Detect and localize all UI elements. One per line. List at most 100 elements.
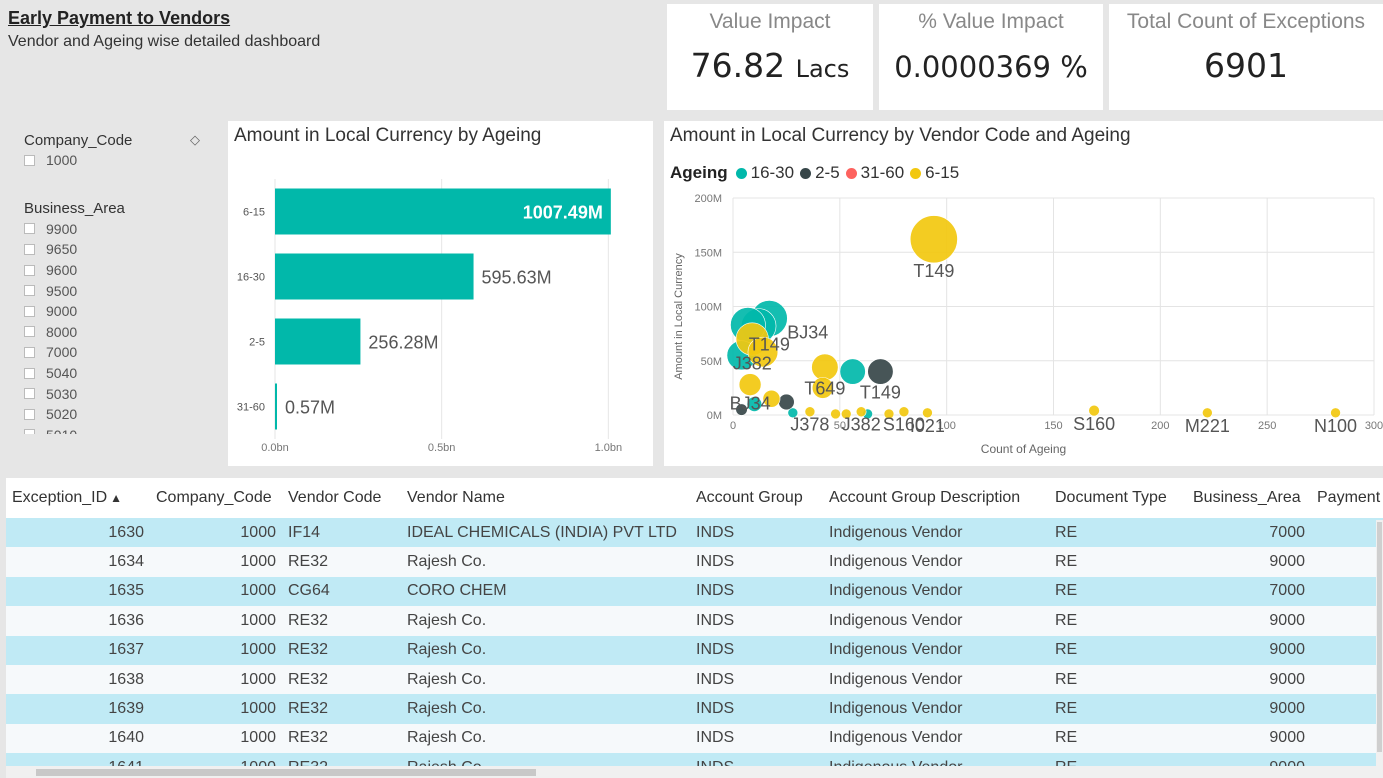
scatter-point[interactable]: [830, 408, 841, 420]
slicer-option[interactable]: 9900: [24, 219, 204, 240]
y-category-label: 16-30: [237, 272, 265, 284]
table-cell: RE: [1055, 553, 1078, 571]
column-header[interactable]: Company_Code: [150, 489, 282, 507]
slicer-option[interactable]: 8000: [24, 322, 204, 343]
column-header[interactable]: Document Type: [1049, 489, 1187, 507]
scatter-point[interactable]: [811, 377, 834, 399]
slicer-option[interactable]: 9500: [24, 280, 204, 301]
table-row[interactable]: 1640 1000 RE32 Rajesh Co. INDS Indigenous Ven…: [6, 723, 1383, 754]
scatter-point[interactable]: [1088, 404, 1100, 417]
eraser-icon[interactable]: ◇: [190, 132, 200, 147]
checkbox[interactable]: [24, 223, 35, 235]
bar[interactable]: [275, 383, 277, 430]
table-horizontal-scrollbar[interactable]: [6, 766, 1383, 778]
slicer-option[interactable]: 5040: [24, 363, 204, 384]
column-header[interactable]: Vendor Name: [401, 489, 690, 507]
table-vertical-scrollbar[interactable]: [1376, 520, 1383, 766]
kpi-card-value-impact[interactable]: Value Impact 76.82 Lacs: [667, 4, 873, 110]
scatter-point[interactable]: [898, 406, 910, 418]
table-cell: RE: [1055, 700, 1078, 718]
slicer-option-label: 5020: [46, 406, 78, 423]
table-cell: Rajesh Co.: [407, 670, 487, 688]
scatter-point[interactable]: [840, 408, 852, 420]
slicer-option[interactable]: 5020: [24, 404, 204, 425]
scatter-point[interactable]: [778, 393, 795, 411]
kpi-card-total-exceptions[interactable]: Total Count of Exceptions 6901: [1109, 4, 1383, 110]
x-tick-label: 0.5bn: [428, 442, 456, 454]
legend-item[interactable]: 2-5: [800, 163, 840, 183]
bar-chart[interactable]: 0.0bn 0.5bn 1.0bn 6-15 1007.49M 16-30 595.63M 2…: [228, 121, 653, 466]
legend-item[interactable]: 16-30: [735, 163, 794, 183]
checkbox[interactable]: [24, 429, 35, 434]
bar[interactable]: [275, 318, 361, 365]
checkbox[interactable]: [24, 243, 35, 255]
table-row[interactable]: 1638 1000 RE32 Rajesh Co. INDS Indigenous Ven…: [6, 664, 1383, 695]
scatter-point[interactable]: [787, 407, 799, 419]
table-cell: CG64: [288, 582, 330, 600]
scrollbar-thumb[interactable]: [1377, 522, 1382, 752]
checkbox[interactable]: [24, 305, 35, 317]
table-row[interactable]: 1636 1000 RE32 Rajesh Co. INDS Indigenous Ven…: [6, 606, 1383, 636]
bar[interactable]: [275, 188, 611, 235]
point-label: M221: [1185, 416, 1230, 436]
checkbox[interactable]: [24, 346, 35, 358]
checkbox[interactable]: [24, 408, 35, 420]
scatter-point[interactable]: [746, 396, 763, 412]
table-row[interactable]: 1639 1000 RE32 Rajesh Co. INDS Indigenous Ven…: [6, 694, 1383, 724]
table-cell: Indigenous Vendor: [829, 553, 963, 571]
scatter-point[interactable]: [804, 406, 816, 418]
scatter-point[interactable]: [883, 408, 895, 420]
column-header[interactable]: Exception_ID ▲: [6, 489, 150, 507]
checkbox[interactable]: [24, 326, 35, 338]
scatter-point[interactable]: [922, 407, 933, 419]
checkbox[interactable]: [24, 285, 35, 297]
legend-items: 16-30 2-5 31-60 6-15: [735, 163, 966, 183]
slicer-option-label: 9000: [46, 303, 78, 320]
slicer-option[interactable]: 9600: [24, 260, 204, 281]
scatter-point[interactable]: [738, 373, 762, 396]
slicer-option[interactable]: 7000: [24, 342, 204, 363]
legend-label: 2-5: [815, 163, 840, 182]
slicer-option[interactable]: 5030: [24, 383, 204, 404]
scatter-chart[interactable]: 0 50 100 150 200 250 300 0M 50M 100M 150M 200M Count…: [664, 121, 1383, 466]
scatter-point[interactable]: [811, 353, 839, 381]
slicer-business-area[interactable]: 9900 9650 9600 9500 9000 8000 7000 5040 5030 5020…: [24, 219, 204, 434]
scatter-point[interactable]: [735, 403, 748, 416]
scatter-point[interactable]: [909, 215, 958, 264]
table-row[interactable]: 1634 1000 RE32 Rajesh Co. INDS Indigenous Ven…: [6, 547, 1383, 577]
checkbox[interactable]: [24, 264, 35, 276]
slicer-option[interactable]: 1000: [24, 150, 204, 171]
column-header[interactable]: Payment: [1311, 489, 1383, 507]
checkbox[interactable]: [24, 388, 35, 400]
column-header[interactable]: Business_Area: [1187, 489, 1311, 507]
kpi-card-pct-value-impact[interactable]: % Value Impact 0.0000369 %: [879, 4, 1103, 110]
sort-ascending-icon[interactable]: ▲: [110, 491, 123, 505]
column-header[interactable]: Account Group Description: [823, 489, 1049, 507]
scatter-point[interactable]: [855, 406, 867, 418]
bar-data-label: 256.28M: [368, 333, 438, 353]
kpi-label: Value Impact: [709, 10, 831, 33]
bar[interactable]: [275, 253, 474, 300]
slicer-title-text: Business_Area: [24, 200, 125, 218]
table-cell: Indigenous Vendor: [829, 582, 963, 600]
scatter-point[interactable]: [1202, 407, 1213, 419]
slicer-option[interactable]: 9650: [24, 239, 204, 260]
scatter-point[interactable]: [747, 336, 779, 368]
scatter-point[interactable]: [867, 358, 894, 385]
table-row[interactable]: 1637 1000 RE32 Rajesh Co. INDS Indigenous Ven…: [6, 635, 1383, 665]
scatter-point[interactable]: [1330, 407, 1341, 419]
column-header[interactable]: Vendor Code: [282, 489, 401, 507]
checkbox[interactable]: [24, 154, 35, 166]
slicer-option[interactable]: 9000: [24, 301, 204, 322]
table-row[interactable]: 1630 1000 IF14 IDEAL CHEMICALS (INDIA) PVT …: [6, 518, 1383, 548]
column-header[interactable]: Account Group: [690, 489, 823, 507]
legend-item[interactable]: 6-15: [910, 163, 959, 183]
checkbox[interactable]: [24, 367, 35, 379]
scatter-point[interactable]: [839, 358, 866, 385]
table-row[interactable]: 1635 1000 CG64 CORO CHEM INDS Indigenous Vend…: [6, 576, 1383, 607]
scrollbar-thumb[interactable]: [36, 769, 536, 776]
scatter-point[interactable]: [762, 389, 781, 408]
page-header: Early Payment to Vendors Vendor and Agei…: [8, 8, 320, 51]
legend-item[interactable]: 31-60: [845, 163, 904, 183]
